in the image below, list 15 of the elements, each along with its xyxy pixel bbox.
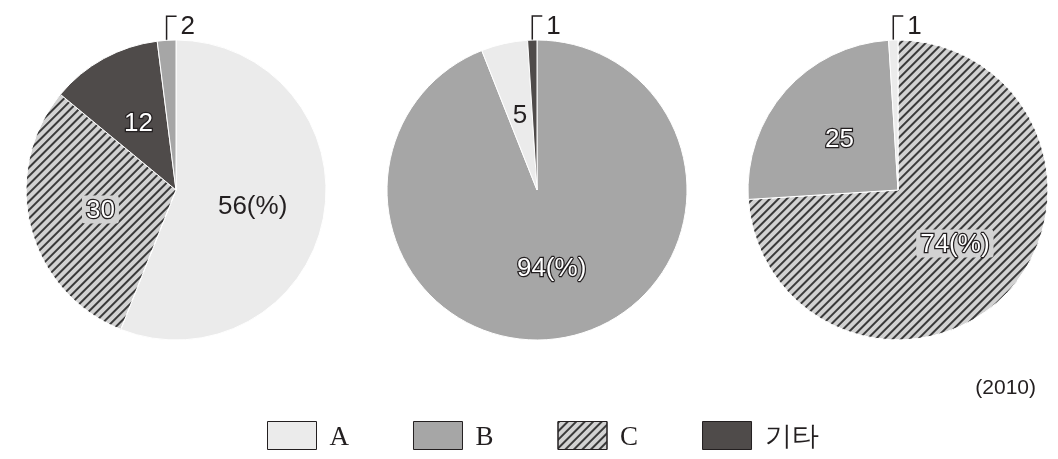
legend-label: B bbox=[475, 420, 494, 451]
text: (2010) bbox=[975, 375, 1036, 398]
data-label: 12 bbox=[123, 106, 153, 137]
data-label: 74(%) bbox=[920, 228, 990, 259]
data-label: 30 bbox=[85, 194, 115, 225]
data-label: 1 bbox=[907, 10, 922, 41]
data-label: 1 bbox=[546, 10, 561, 41]
data-label: 25 bbox=[825, 123, 854, 154]
legend-label: A bbox=[329, 420, 350, 451]
legend-label: C bbox=[620, 420, 639, 451]
data-label: 94(%) bbox=[516, 251, 587, 282]
data-label: 5 bbox=[512, 98, 528, 129]
data-label: 56(%) bbox=[217, 189, 288, 220]
legend-label: 기타 bbox=[764, 420, 819, 451]
data-label: 2 bbox=[180, 10, 196, 41]
